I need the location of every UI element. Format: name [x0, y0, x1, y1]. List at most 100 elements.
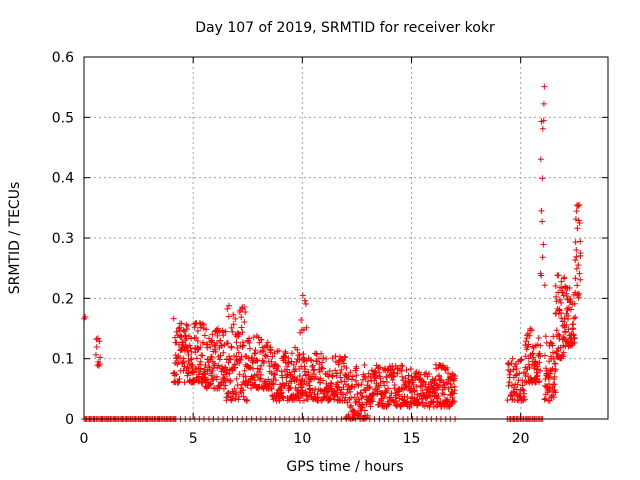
data-point — [351, 394, 358, 401]
data-point — [284, 363, 291, 370]
data-point — [343, 364, 350, 371]
data-point — [369, 398, 376, 405]
data-point — [394, 370, 401, 377]
data-point — [258, 362, 265, 369]
data-point — [572, 314, 579, 321]
data-point — [389, 376, 396, 383]
data-point — [235, 396, 242, 403]
data-point — [525, 355, 532, 362]
data-point — [194, 338, 201, 345]
data-point — [555, 331, 562, 338]
data-point — [188, 348, 195, 355]
data-point — [318, 397, 325, 404]
data-point — [361, 407, 368, 414]
data-point — [577, 252, 584, 259]
data-point — [537, 156, 544, 163]
data-point — [337, 374, 344, 381]
data-point — [183, 326, 190, 333]
data-point — [551, 373, 558, 380]
data-point — [355, 396, 362, 403]
data-point — [296, 372, 303, 379]
data-point — [228, 343, 235, 350]
data-point — [525, 341, 532, 348]
data-point — [294, 346, 301, 353]
data-point — [521, 390, 528, 397]
data-point — [437, 382, 444, 389]
data-point — [550, 355, 557, 362]
data-point — [341, 378, 348, 385]
data-point — [343, 381, 350, 388]
x-tick-label: 0 — [80, 431, 89, 447]
data-point — [536, 378, 543, 385]
data-point — [541, 83, 548, 90]
data-point — [444, 380, 451, 387]
axis-ticks — [83, 56, 608, 420]
data-point — [398, 362, 405, 369]
data-point — [327, 380, 334, 387]
data-point — [185, 352, 192, 359]
data-point — [260, 359, 267, 366]
x-tick-label: 5 — [189, 431, 198, 447]
data-point — [345, 372, 352, 379]
data-point — [201, 332, 208, 339]
data-point — [576, 219, 583, 226]
data-point — [410, 381, 417, 388]
data-point — [173, 371, 180, 378]
data-point — [430, 403, 437, 410]
data-point — [571, 339, 578, 346]
data-point — [576, 201, 583, 208]
data-point — [560, 353, 567, 360]
data-point — [300, 389, 307, 396]
data-point — [191, 324, 198, 331]
data-point — [536, 359, 543, 366]
data-point — [202, 362, 209, 369]
data-point — [319, 365, 326, 372]
data-point — [197, 365, 204, 372]
data-point — [264, 342, 271, 349]
data-point — [562, 329, 569, 336]
data-point — [238, 314, 245, 321]
data-point — [241, 367, 248, 374]
data-point — [240, 342, 247, 349]
data-point — [552, 282, 559, 289]
data-point — [305, 369, 312, 376]
data-point — [344, 399, 351, 406]
data-point — [419, 387, 426, 394]
data-point — [181, 363, 188, 370]
data-point — [523, 338, 530, 345]
data-point — [274, 367, 281, 374]
data-point — [332, 353, 339, 360]
data-point — [538, 272, 545, 279]
data-point — [526, 364, 533, 371]
data-point — [241, 318, 248, 325]
data-point — [517, 357, 524, 364]
data-point — [575, 203, 582, 210]
data-point — [522, 396, 529, 403]
data-point — [407, 366, 414, 373]
data-point — [236, 331, 243, 338]
data-point — [539, 125, 546, 132]
data-point — [362, 374, 369, 381]
data-point — [290, 361, 297, 368]
data-point — [574, 225, 581, 232]
data-point — [552, 389, 559, 396]
data-point — [301, 297, 308, 304]
data-point — [574, 282, 581, 289]
data-point — [430, 398, 437, 405]
data-point — [207, 381, 214, 388]
data-point — [217, 352, 224, 359]
data-point — [441, 384, 448, 391]
data-point — [92, 351, 99, 358]
data-point — [358, 381, 365, 388]
data-point — [240, 387, 247, 394]
data-point — [197, 344, 204, 351]
tick-labels: 0 5 10 15 20 0 0.1 0.2 0.3 0.4 0.5 0.6 — [52, 50, 530, 447]
data-point — [220, 332, 227, 339]
data-point — [539, 175, 546, 182]
data-point — [561, 315, 568, 322]
data-point — [172, 334, 179, 341]
data-point — [293, 376, 300, 383]
data-point — [571, 300, 578, 307]
y-tick-label: 0.3 — [52, 231, 74, 247]
data-point — [566, 284, 573, 291]
